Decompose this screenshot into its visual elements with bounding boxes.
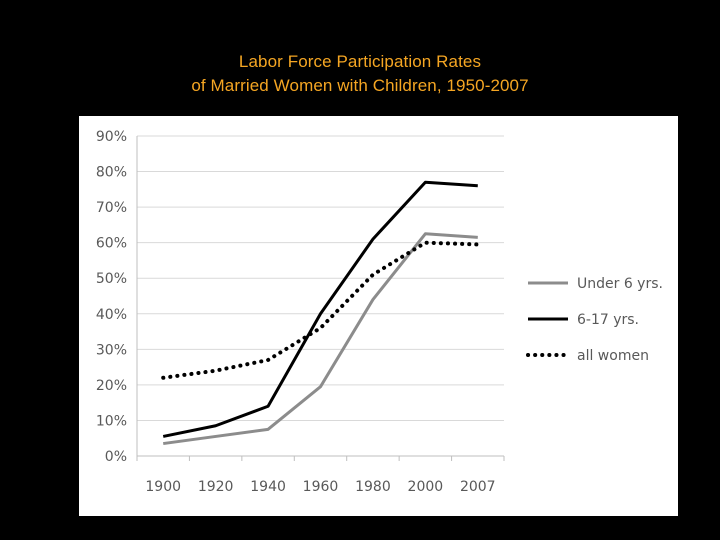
y-tick-label: 0% [105,449,127,465]
y-tick-label: 50% [96,271,127,287]
y-tick-label: 20% [96,378,127,394]
legend-label: all women [577,348,649,364]
slide-title-line-2: of Married Women with Children, 1950-200… [191,76,529,95]
series-line-2 [162,180,478,438]
y-tick-label: 90% [96,129,127,145]
legend-label: 6-17 yrs. [577,312,639,328]
slide-title: Labor Force Participation Rates of Marri… [0,50,720,98]
legend-label: Under 6 yrs. [577,276,663,292]
series-lines [161,180,480,446]
series-line-1 [163,232,478,446]
y-tick-label: 80% [96,165,127,181]
legend: Under 6 yrs. 6-17 yrs. all women [526,276,663,364]
y-tick-label: 40% [96,307,127,323]
x-tick-label: 1940 [250,479,286,495]
line-chart: 0%10%20%30%40%50%60%70%80%90% 1900 1920 19… [96,129,663,495]
gridlines [137,135,504,421]
y-tick-label: 10% [96,413,127,429]
x-tick-label: 1900 [145,479,181,495]
x-tick-label: 2000 [408,479,444,495]
x-tick-label: 2007 [460,479,496,495]
series-line-3 [161,240,480,380]
axes [136,136,505,461]
x-tick-label: 1980 [355,479,391,495]
y-tick-label: 60% [96,236,127,252]
x-tick-label: 1960 [303,479,339,495]
x-tick-labels: 1900 1920 1940 1960 1980 2000 2007 [145,479,495,495]
slide-title-line-1: Labor Force Participation Rates [238,52,482,71]
chart-panel: 0% 10% 20% 30% 40% 50% 60% 70% 80% 90% 1900 1920 19… [79,116,678,516]
y-tick-label: 70% [96,200,127,216]
y-tick-label: 30% [96,342,127,358]
x-tick-label: 1920 [198,479,234,495]
y-tick-labels: 0% 10% 20% 30% 40% 50% 60% 70% 80% 90% [96,129,127,465]
